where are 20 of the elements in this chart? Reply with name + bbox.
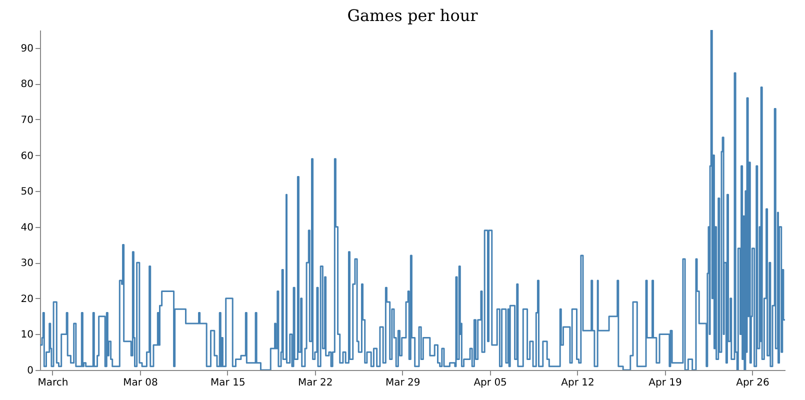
y-tick-label: 50 [20, 186, 34, 198]
y-tick-label: 60 [20, 150, 34, 162]
x-tick-label: Mar 08 [123, 378, 158, 388]
x-tick-label: Apr 05 [474, 378, 507, 388]
y-tick-label: 30 [20, 258, 34, 270]
y-tick-label: 70 [20, 114, 34, 126]
y-tick-label: 10 [20, 330, 34, 341]
x-tick-label: Mar 22 [298, 378, 333, 388]
y-tick-label: 20 [20, 294, 34, 305]
x-tick-label: March [38, 378, 68, 388]
y-tick-label: 0 [27, 366, 34, 376]
y-tick-label: 90 [20, 43, 34, 54]
x-tick-label: Apr 12 [561, 378, 594, 388]
x-tick-label: Mar 29 [385, 378, 420, 388]
x-tick-label: Mar 15 [210, 378, 246, 388]
y-tick-label: 40 [20, 222, 34, 234]
y-tick-label: 80 [20, 79, 34, 90]
x-tick-label: Apr 19 [648, 378, 682, 388]
chart-title: Games per hour [347, 6, 478, 25]
x-tick-label: Apr 26 [736, 378, 770, 388]
